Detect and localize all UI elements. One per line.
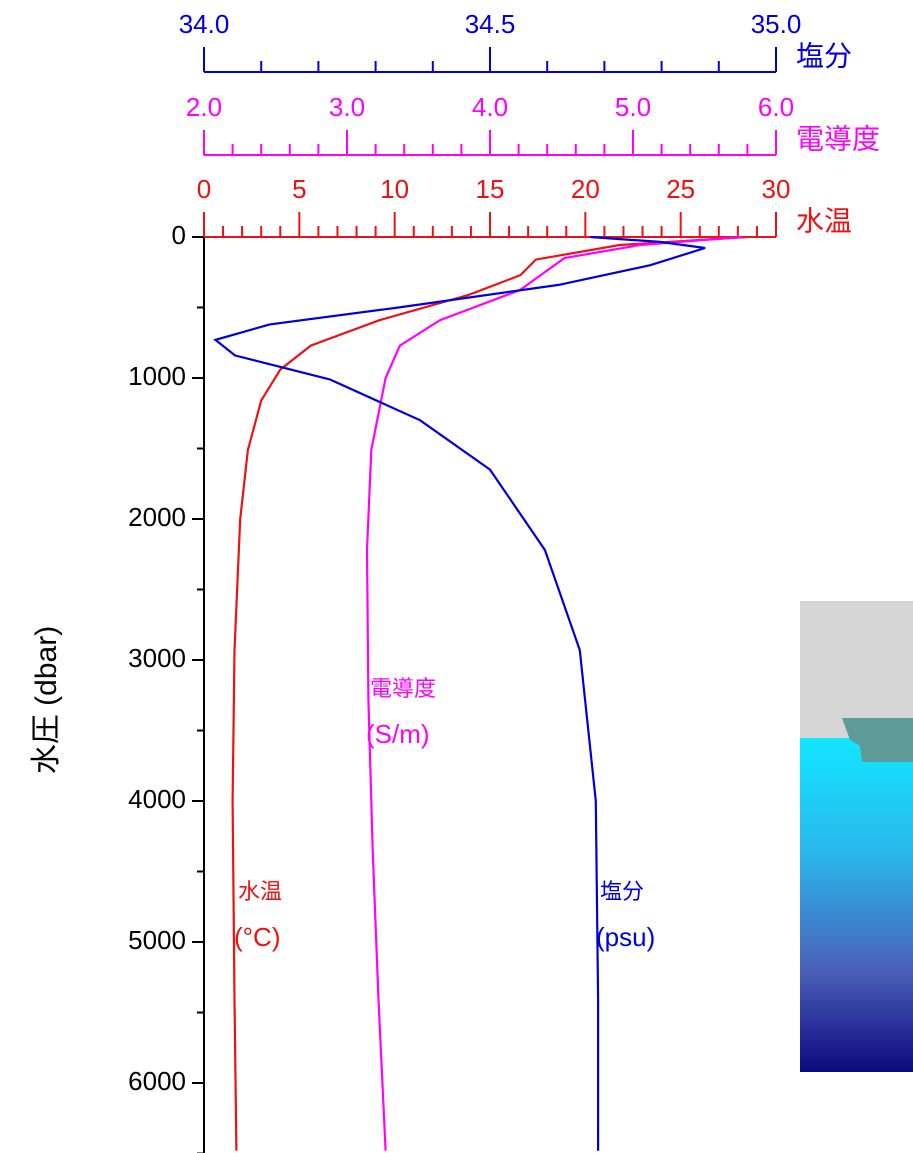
x-tick-label: 34.0 [179, 9, 230, 39]
x-axis-label: 塩分 [796, 40, 852, 71]
series-unit: (psu) [596, 922, 655, 952]
x-tick-label: 20 [571, 174, 600, 204]
series-label: 電導度 [370, 676, 436, 701]
x-tick-label: 25 [666, 174, 695, 204]
x-tick-label: 5 [292, 174, 306, 204]
y-tick-label: 1000 [128, 361, 186, 391]
x-tick-label: 10 [380, 174, 409, 204]
y-tick-label: 5000 [128, 925, 186, 955]
series-label: 水温 [238, 879, 282, 904]
y-tick-label: 4000 [128, 784, 186, 814]
x-tick-label: 34.5 [465, 9, 516, 39]
profile-line [215, 237, 705, 1151]
x-tick-label: 4.0 [472, 92, 508, 122]
series-unit: (°C) [234, 922, 281, 952]
y-tick-label: 2000 [128, 502, 186, 532]
x-tick-label: 6.0 [758, 92, 794, 122]
x-tick-label: 30 [762, 174, 791, 204]
x-tick-label: 0 [197, 174, 211, 204]
series-label: 塩分 [600, 879, 644, 904]
y-tick-label: 0 [172, 220, 186, 250]
y-tick-label: 6000 [128, 1066, 186, 1096]
series-unit: (S/m) [366, 719, 430, 749]
chart: 水圧 (dbar) 0 1000 2000 3000 4000 5000 6000 34.0 3… [0, 0, 913, 1153]
x-tick-label: 5.0 [615, 92, 651, 122]
x-axis-label: 電導度 [796, 123, 880, 154]
x-axis-label: 水温 [796, 205, 852, 236]
y-tick-label: 3000 [128, 643, 186, 673]
x-tick-label: 2.0 [186, 92, 222, 122]
x-tick-label: 35.0 [751, 9, 802, 39]
x-tick-label: 3.0 [329, 92, 365, 122]
x-tick-label: 15 [476, 174, 505, 204]
ocean-illustration [800, 601, 913, 1072]
y-axis-label: 水圧 (dbar) [30, 626, 63, 774]
